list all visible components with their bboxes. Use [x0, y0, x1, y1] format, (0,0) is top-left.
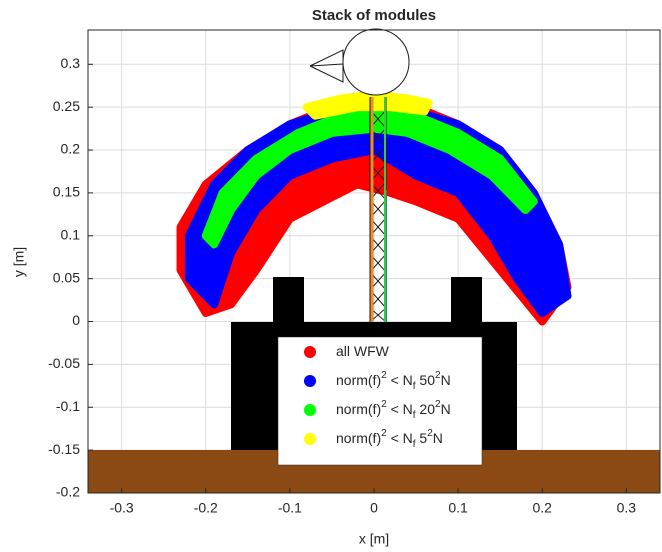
x-tick-label: 0: [370, 500, 378, 516]
x-tick-label: -0.2: [194, 500, 218, 516]
y-axis-label: y [m]: [11, 247, 27, 277]
regions: [176, 90, 572, 326]
y-tick-label: -0.1: [56, 398, 80, 414]
x-tick-label: 0.2: [533, 500, 553, 516]
legend-label: norm(f)2 < Nf 202N: [336, 399, 451, 421]
module-stack: [309, 28, 410, 323]
x-tick-label: 0.1: [448, 500, 468, 516]
chart-title: Stack of modules: [312, 7, 436, 24]
y-tick-label: -0.2: [56, 484, 80, 500]
legend-label: norm(f)2 < Nf 502N: [336, 370, 451, 392]
y-tick-label: 0.2: [61, 141, 81, 157]
y-tick-label: -0.15: [48, 441, 80, 457]
legend-label: all WFW: [336, 343, 390, 359]
legend-marker: [304, 433, 316, 445]
region: [201, 107, 538, 249]
y-tick-label: 0.3: [61, 55, 81, 71]
x-tick-label: 0.3: [617, 500, 637, 516]
y-tick-label: 0.25: [53, 98, 80, 114]
region: [302, 90, 433, 120]
legend-marker: [304, 346, 316, 358]
x-axis-label: x [m]: [359, 531, 389, 547]
legend-entries: all WFW norm(f)2 < Nf 502N norm(f)2 < Nf 2…: [304, 343, 451, 450]
base-post: [273, 277, 304, 323]
y-tick-label: 0.1: [61, 226, 81, 242]
x-tick-label: -0.3: [110, 500, 134, 516]
legend-label: norm(f)2 < Nf 52N: [336, 428, 443, 450]
legend-marker: [304, 404, 316, 416]
legend-marker: [304, 375, 316, 387]
base-post: [451, 277, 482, 323]
y-tick-label: 0.05: [53, 269, 80, 285]
y-tick-label: 0: [72, 312, 80, 328]
y-tick-label: -0.05: [48, 355, 80, 371]
x-tick-label: -0.1: [278, 500, 302, 516]
y-tick-label: 0.15: [53, 184, 80, 200]
